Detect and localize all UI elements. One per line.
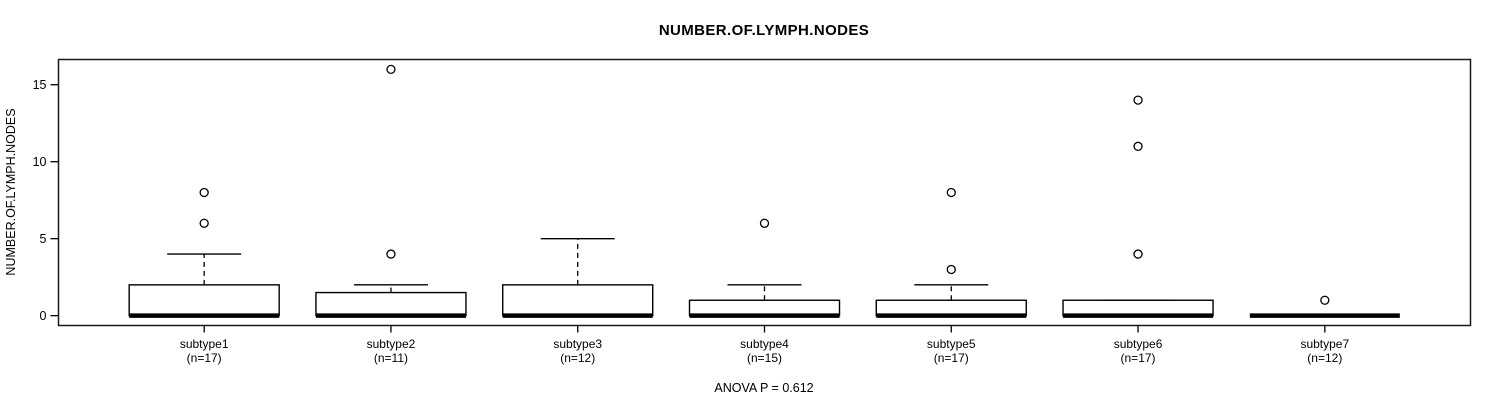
category-label: subtype5 (927, 337, 976, 351)
category-sublabel: (n=17) (1121, 351, 1156, 365)
anova-p-note: ANOVA P = 0.612 (714, 381, 814, 395)
outlier-point (759, 218, 770, 228)
outlier-point (199, 187, 209, 198)
chart-title: NUMBER.OF.LYMPH.NODES (658, 22, 870, 39)
category-label: subtype7 (1300, 337, 1349, 351)
category-label: subtype3 (553, 337, 602, 351)
y-tick-label: 0 (40, 309, 47, 323)
category-sublabel: (n=11) (374, 351, 408, 365)
box-iqr (1062, 299, 1214, 317)
category-sublabel: (n=17) (934, 351, 969, 365)
outlier-point (1320, 295, 1330, 305)
category-label: subtype4 (740, 337, 789, 351)
outlier-point (1133, 249, 1143, 259)
outlier-point (386, 64, 396, 75)
category-label: subtype6 (1114, 337, 1163, 351)
box-iqr (688, 299, 841, 317)
category-label: subtype2 (367, 337, 416, 351)
y-tick-label: 10 (33, 155, 47, 169)
outlier-point (1133, 141, 1143, 151)
box-iqr (502, 284, 654, 317)
outlier-point (1133, 95, 1143, 105)
box-iqr (128, 284, 280, 317)
box-iqr (875, 299, 1027, 317)
outlier-point (386, 249, 396, 259)
category-sublabel: (n=12) (1307, 351, 1342, 365)
box-iqr (315, 291, 467, 317)
y-axis-label: NUMBER.OF.LYMPH.NODES (4, 108, 18, 276)
category-label: subtype1 (180, 337, 229, 351)
category-sublabel: (n=17) (187, 351, 222, 365)
outlier-point (946, 264, 956, 275)
y-tick-label: 5 (40, 232, 47, 246)
outlier-point (946, 187, 956, 198)
y-tick-label: 15 (33, 78, 47, 92)
category-sublabel: (n=12) (560, 351, 595, 365)
outlier-point (199, 218, 209, 228)
category-sublabel: (n=15) (747, 351, 782, 365)
